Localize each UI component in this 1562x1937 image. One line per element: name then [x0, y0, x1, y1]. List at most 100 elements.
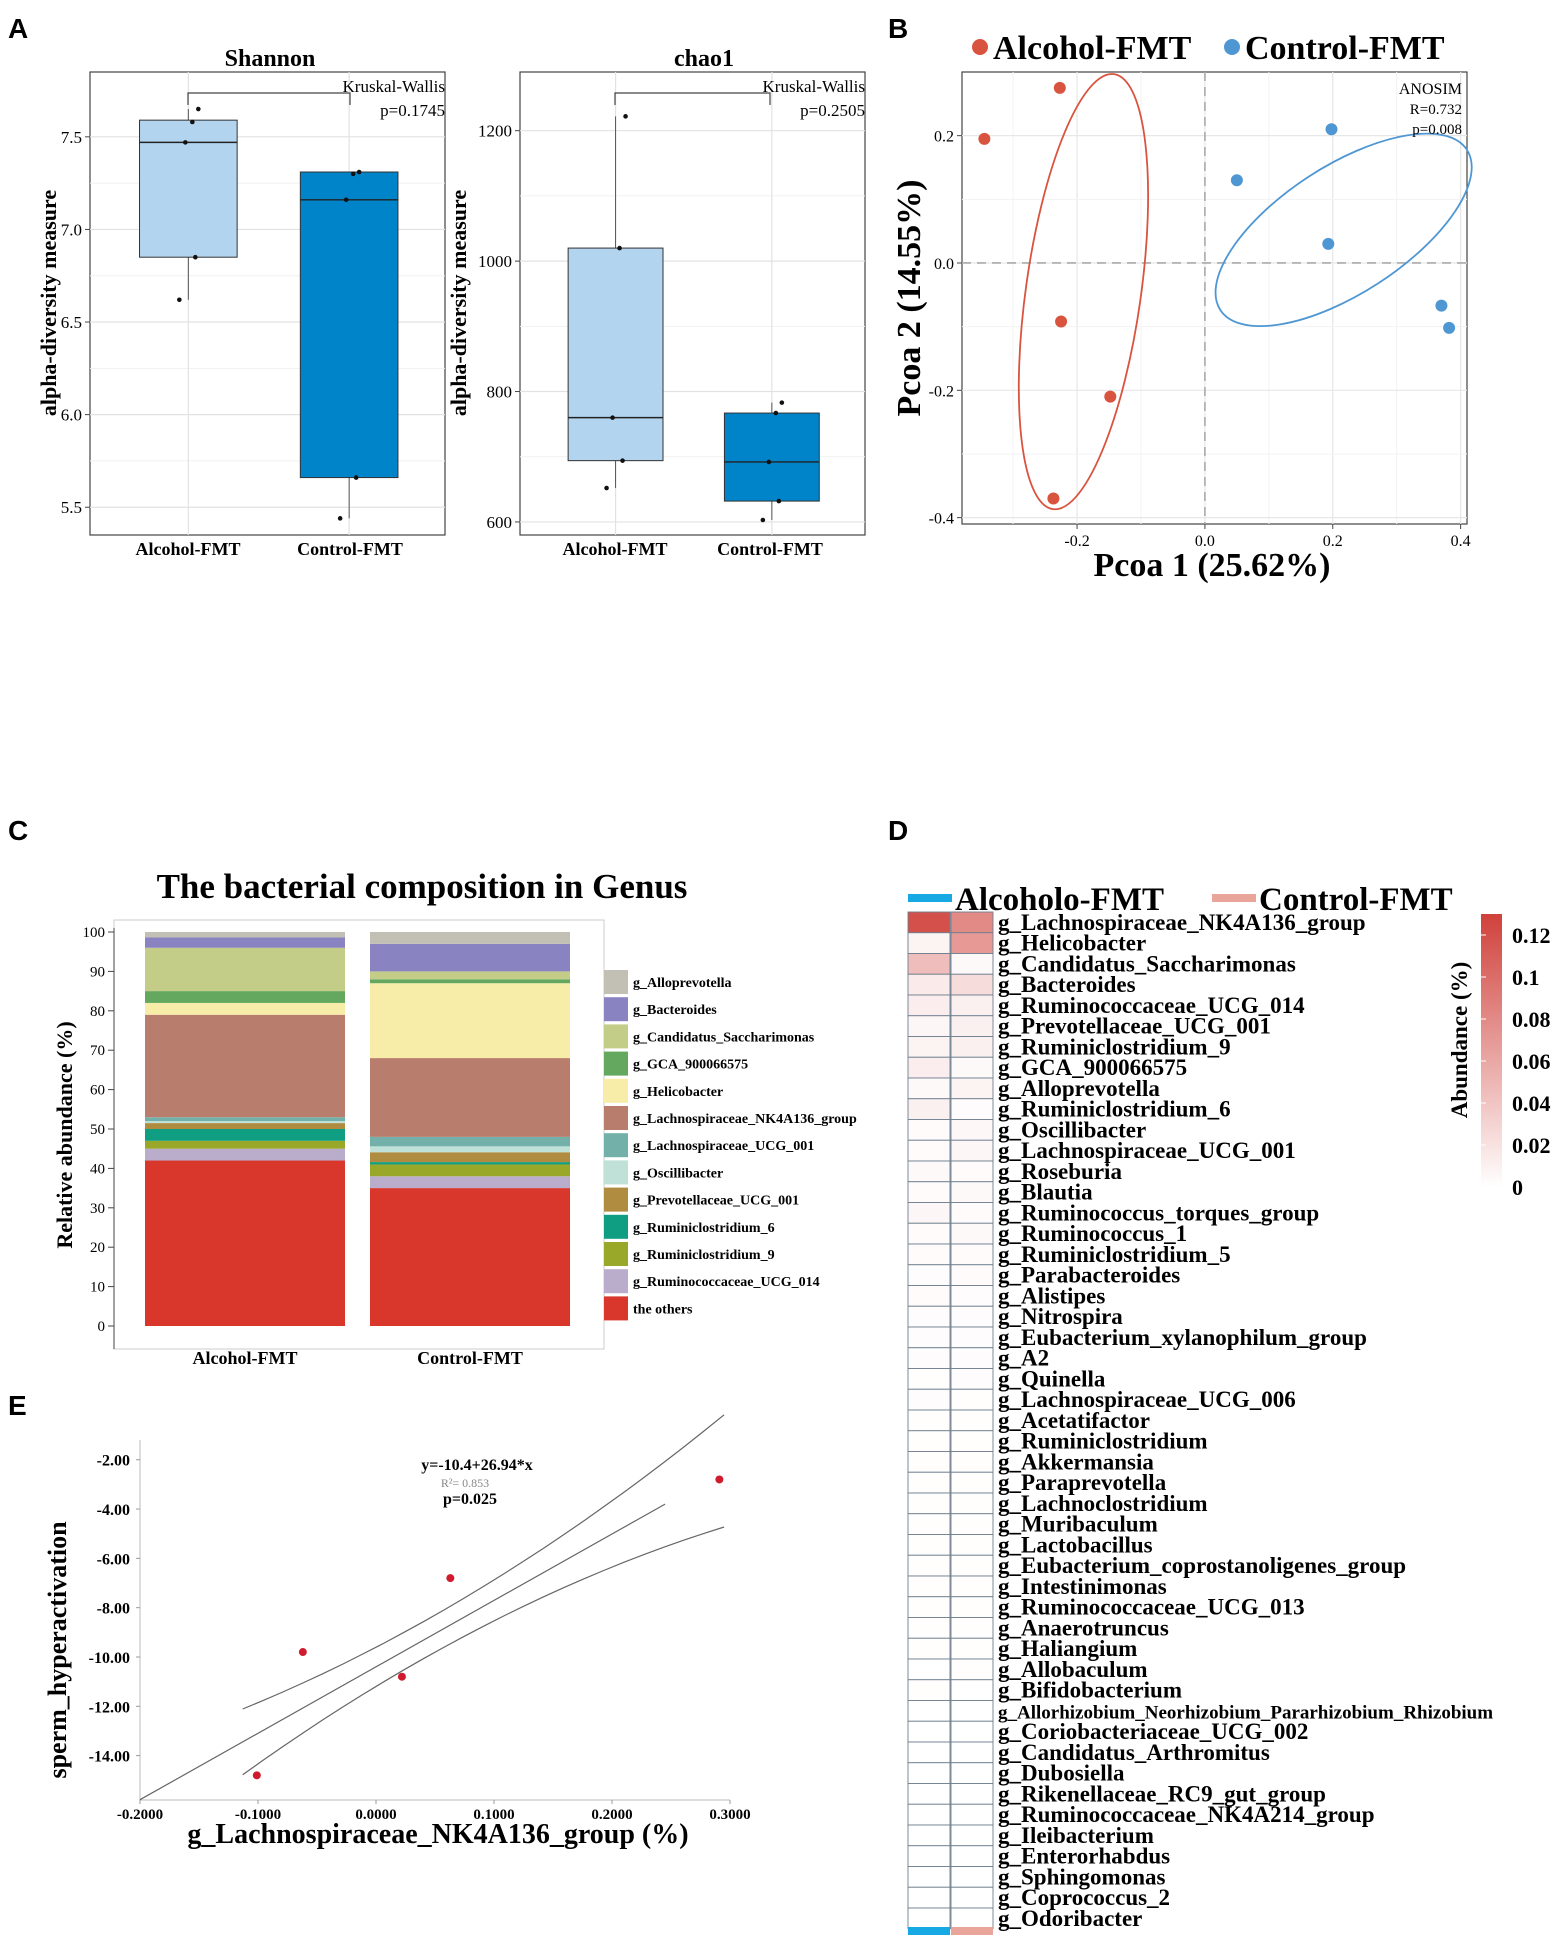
- heatmap-row-label: g_Haliangium: [998, 1636, 1137, 1661]
- heatmap-cell: [950, 1637, 994, 1660]
- heatmap-row-label: g_Prevotellaceae_UCG_001: [998, 1014, 1271, 1039]
- composition-legend-swatch: [604, 1160, 628, 1185]
- anosim-r: R=0.732: [1410, 102, 1462, 118]
- pcoa-legend: Alcohol-FMT Control-FMT: [972, 30, 1445, 67]
- regression-y-tick-label: -4.00: [97, 1502, 130, 1519]
- shannon-box-alcohol: [139, 119, 238, 258]
- colorbar-tick-label: 0.04: [1512, 1091, 1551, 1116]
- composition-legend-swatch: [604, 1242, 628, 1266]
- chao1-data-point: [760, 517, 766, 523]
- pcoa-y-axis-label: Pcoa 2 (14.55%): [891, 179, 928, 416]
- heatmap-cell: [950, 911, 994, 934]
- regression-point: [298, 1648, 307, 1657]
- heatmap-cell: [950, 1326, 994, 1349]
- heatmap-cell: [907, 932, 951, 954]
- heatmap-row-label: g_Enterorhabdus: [998, 1844, 1170, 1869]
- regression-x-tick-label: -0.2000: [117, 1807, 163, 1823]
- heatmap-row-label: g_Bacteroides: [998, 972, 1136, 997]
- chao1-data-point: [779, 400, 785, 405]
- heatmap-cell: [950, 1575, 994, 1598]
- heatmap-row-label: g_Coriobacteriaceae_UCG_002: [998, 1719, 1308, 1744]
- shannon-test-label: Kruskal-Wallis: [343, 77, 446, 96]
- shannon-data-point: [356, 169, 362, 175]
- heatmap-cell: [950, 1285, 994, 1307]
- heatmap-row-label: g_Muribaculum: [998, 1512, 1158, 1537]
- composition-legend-swatch: [604, 1214, 628, 1239]
- heatmap-cell: [950, 1554, 994, 1577]
- heatmap-cell: [950, 1866, 994, 1888]
- heatmap-row-label: g_Lachnospiraceae_UCG_006: [998, 1387, 1296, 1412]
- heatmap-cell: [950, 1907, 994, 1930]
- chao1-p-value: p=0.2505: [800, 101, 865, 120]
- heatmap-cell: [907, 1762, 951, 1784]
- regression-equation: y=-10.4+26.94*x: [421, 1457, 533, 1474]
- pcoa-point-control: [1322, 237, 1335, 250]
- regression-point: [446, 1574, 455, 1583]
- heatmap-row-label: g_Akkermansia: [998, 1449, 1154, 1474]
- colorbar-tick-label: 0: [1512, 1175, 1523, 1200]
- chao1-y-tick-label: 800: [487, 383, 513, 402]
- heatmap-row-label: g_Lachnospiraceae_NK4A136_group: [998, 910, 1366, 935]
- heatmap-cell: [950, 1202, 994, 1224]
- heatmap-row-label: g_Ruminiclostridium_5: [998, 1242, 1231, 1267]
- heatmap-cell: [950, 1409, 994, 1432]
- heatmap-cell: [950, 1015, 994, 1037]
- regression-y-tick-label: -14.00: [89, 1749, 130, 1766]
- composition-segment: [370, 1188, 570, 1326]
- composition-segment: [370, 1146, 570, 1153]
- heatmap-cell: [950, 1181, 994, 1203]
- heatmap-cell: [907, 1181, 951, 1203]
- anosim-annotation: ANOSIM R=0.732 p=0.008: [1399, 81, 1462, 138]
- heatmap-cell: [950, 1534, 994, 1556]
- heatmap-cell: [950, 1762, 994, 1784]
- heatmap-cell: [950, 1741, 994, 1764]
- composition-legend-label: g_Ruminiclostridium_6: [633, 1221, 775, 1236]
- regression-y-axis-label: sperm_hyperactivation: [43, 1521, 72, 1779]
- composition-y-tick-label: 60: [90, 1083, 105, 1099]
- heatmap-row-label: g_A2: [998, 1346, 1049, 1371]
- heatmap-cell: [907, 1845, 951, 1867]
- heatmap-row-label: g_Ruminiclostridium_6: [998, 1097, 1231, 1122]
- heatmap-row-label: g_Alistipes: [998, 1283, 1105, 1308]
- composition-segment: [145, 1121, 345, 1124]
- heatmap-cell: [907, 1617, 951, 1639]
- heatmap-legend: Alcoholo-FMT Control-FMT: [908, 882, 1453, 918]
- shannon-x-tick-alcohol: Alcohol-FMT: [136, 539, 241, 559]
- pcoa-x-tick-label: 0.4: [1451, 533, 1471, 550]
- heatmap-cell: [907, 1305, 951, 1328]
- composition-segment: [370, 1152, 570, 1163]
- colorbar-tick-label: 0.06: [1512, 1049, 1551, 1074]
- colorbar-gradient: [1481, 914, 1502, 1187]
- shannon-data-point: [343, 197, 349, 203]
- heatmap-cell: [950, 1160, 994, 1183]
- heatmap-row-label: g_Lactobacillus: [998, 1532, 1153, 1557]
- heatmap-cell: [907, 1596, 951, 1618]
- heatmap-cell: [950, 1783, 994, 1805]
- heatmap-cell: [950, 1492, 994, 1515]
- shannon-boxplot: Shannon 5.5 6.0 6.5 7.0 7.5 Kruskal-Wallis p…: [36, 46, 446, 559]
- genus-composition-chart: The bacterial composition in Genus 0 10 20…: [52, 867, 857, 1368]
- composition-title: The bacterial composition in Genus: [157, 867, 688, 906]
- heatmap-row-label: g_Ruminococcus_torques_group: [998, 1200, 1319, 1225]
- heatmap-cell: [907, 1907, 951, 1930]
- chao1-data-point: [604, 485, 609, 491]
- heatmap-cell: [950, 994, 994, 1017]
- colorbar-tick-label: 0.1: [1512, 965, 1540, 990]
- chao1-y-tick-label: 1200: [478, 122, 512, 141]
- composition-segment: [370, 1058, 570, 1137]
- heatmap-row-label: g_Sphingomonas: [998, 1864, 1166, 1889]
- composition-segment: [370, 943, 570, 972]
- heatmap-cell: [907, 1803, 951, 1826]
- heatmap-cell: [907, 1139, 951, 1162]
- heatmap-cell: [907, 1056, 951, 1079]
- heatmap-row-label: g_Ileibacterium: [998, 1823, 1154, 1848]
- pcoa-point-alcohol: [1104, 390, 1117, 403]
- heatmap-row-label: g_Acetatifactor: [998, 1408, 1150, 1433]
- heatmap-cell: [907, 1368, 951, 1390]
- abundance-heatmap: Alcoholo-FMT Control-FMT g_Lachnospirace…: [907, 882, 1551, 1935]
- regression-y-tick-label: -12.00: [89, 1699, 130, 1716]
- heatmap-cell: [907, 1077, 951, 1100]
- shannon-y-axis-label: alpha-diversity measure: [36, 190, 61, 417]
- shannon-title: Shannon: [225, 46, 316, 72]
